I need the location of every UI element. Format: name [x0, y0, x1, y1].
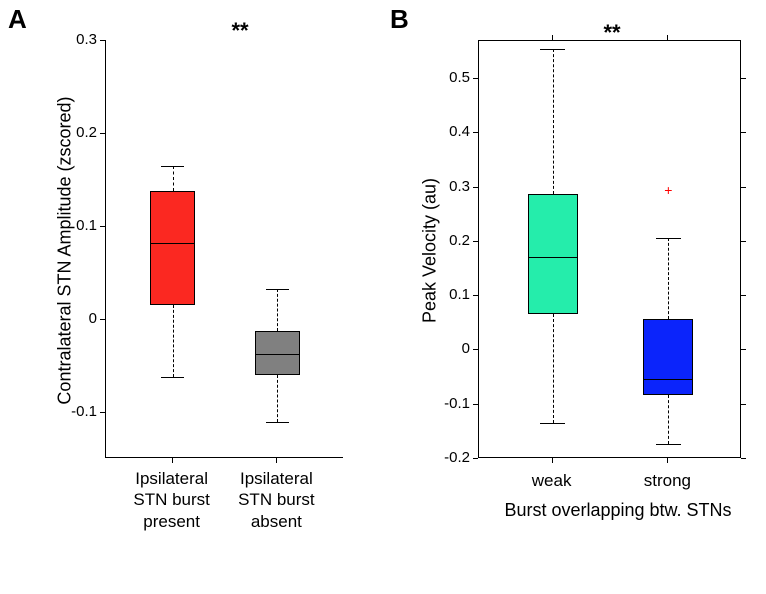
whisker-lower [553, 314, 554, 423]
y-axis-label-a: Contralateral STN Amplitude (zscored) [55, 61, 76, 441]
x-axis-label-b: Burst overlapping btw. STNs [488, 500, 748, 521]
whisker-upper [277, 289, 278, 332]
y-tick-label: 0.1 [430, 286, 470, 303]
whisker-cap-lower [656, 444, 681, 445]
panel-a-label: A [8, 4, 27, 35]
y-tick [473, 78, 478, 79]
y-axis-label-b: Peak Velocity (au) [420, 61, 441, 441]
x-tick-top [552, 35, 553, 40]
x-tick [552, 458, 553, 463]
y-tick-label: -0.1 [57, 403, 97, 420]
y-tick [473, 404, 478, 405]
y-tick [100, 412, 105, 413]
whisker-lower [277, 375, 278, 422]
y-tick [100, 40, 105, 41]
box [528, 194, 578, 313]
x-tick-label: IpsilateralSTN burstpresent [112, 468, 232, 532]
box [150, 191, 195, 306]
y-tick-label: 0.2 [430, 232, 470, 249]
median-line [255, 354, 300, 356]
y-tick-label: 0.3 [430, 178, 470, 195]
x-tick [172, 458, 173, 463]
whisker-cap-upper [656, 238, 681, 239]
y-tick [100, 319, 105, 320]
whisker-cap-lower [266, 422, 289, 423]
whisker-upper [173, 166, 174, 191]
y-tick-label: 0.1 [57, 217, 97, 234]
whisker-lower [668, 395, 669, 444]
x-tick-label: IpsilateralSTN burstabsent [216, 468, 336, 532]
y-tick [473, 241, 478, 242]
whisker-upper [668, 238, 669, 319]
y-tick-label: 0 [57, 310, 97, 327]
x-tick-top [667, 35, 668, 40]
y-tick-label: 0 [430, 340, 470, 357]
y-tick [473, 295, 478, 296]
whisker-lower [173, 305, 174, 377]
box [643, 319, 693, 395]
y-tick-right [741, 78, 746, 79]
y-tick-label: -0.1 [430, 395, 470, 412]
y-tick-label: 0.4 [430, 123, 470, 140]
y-tick [100, 133, 105, 134]
significance-a: ** [220, 18, 260, 44]
whisker-upper [553, 49, 554, 194]
y-tick-label: 0.3 [57, 31, 97, 48]
median-line [150, 243, 195, 245]
x-tick [667, 458, 668, 463]
significance-b: ** [592, 20, 632, 46]
whisker-cap-upper [266, 289, 289, 290]
whisker-cap-upper [161, 166, 184, 167]
whisker-cap-upper [540, 49, 565, 50]
y-tick [473, 458, 478, 459]
whisker-cap-lower [161, 377, 184, 378]
y-tick [473, 349, 478, 350]
median-line [528, 257, 578, 259]
median-line [643, 379, 693, 381]
y-tick [100, 226, 105, 227]
x-tick-label: strong [607, 470, 727, 491]
panel-b-label: B [390, 4, 409, 35]
y-tick [473, 132, 478, 133]
whisker-cap-lower [540, 423, 565, 424]
outlier-marker: + [664, 182, 672, 198]
x-tick-label: weak [492, 470, 612, 491]
y-tick-right [741, 132, 746, 133]
y-tick-right [741, 349, 746, 350]
panel-b: B + ** Peak Velocity (au) Burst overlapp… [390, 0, 766, 594]
y-tick-label: -0.2 [430, 449, 470, 466]
plot-area-a [105, 40, 343, 458]
y-tick-right [741, 404, 746, 405]
y-tick-right [741, 187, 746, 188]
y-tick-right [741, 241, 746, 242]
plot-area-b: + [478, 40, 741, 458]
y-tick [473, 187, 478, 188]
y-tick-label: 0.5 [430, 69, 470, 86]
panel-a: A ** Contralateral STN Amplitude (zscore… [0, 0, 370, 594]
y-tick-label: 0.2 [57, 124, 97, 141]
y-tick-right [741, 295, 746, 296]
y-tick-right [741, 458, 746, 459]
x-tick [276, 458, 277, 463]
